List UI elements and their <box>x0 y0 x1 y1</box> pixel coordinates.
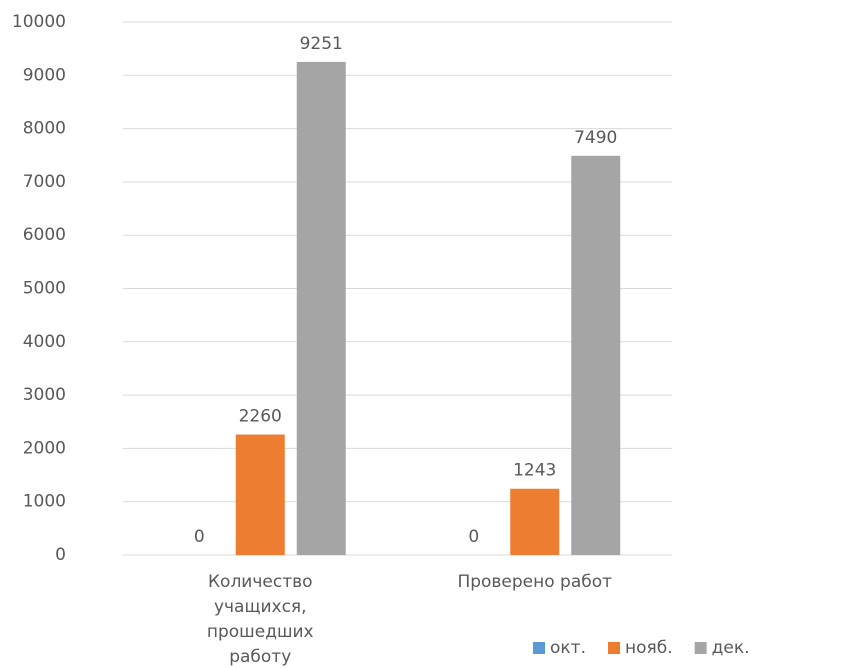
y-tick-label: 9000 <box>23 65 66 85</box>
y-tick-label: 4000 <box>23 332 66 352</box>
data-label: 7490 <box>574 128 617 148</box>
y-tick-label: 1000 <box>23 492 66 512</box>
bar <box>571 155 621 555</box>
bar <box>235 434 285 555</box>
data-label: 9251 <box>300 34 343 54</box>
y-tick-label: 10000 <box>12 12 66 32</box>
y-tick-label: 0 <box>55 545 66 565</box>
y-tick-label: 5000 <box>23 279 66 299</box>
x-tick-label: Проверено работ <box>457 572 612 592</box>
data-label: 0 <box>468 527 479 547</box>
y-tick-label: 3000 <box>23 385 66 405</box>
y-tick-label: 7000 <box>23 172 66 192</box>
data-label: 1243 <box>513 461 556 481</box>
legend-swatch <box>533 642 545 654</box>
x-tick-label: Количество учащихся, прошедших работу <box>207 572 314 667</box>
data-label: 0 <box>194 527 205 547</box>
bar <box>296 61 346 556</box>
legend-label: дек. <box>712 638 750 658</box>
y-tick-label: 8000 <box>23 119 66 139</box>
legend-label: нояб. <box>625 638 673 658</box>
bar <box>510 488 560 555</box>
legend-label: окт. <box>550 638 586 658</box>
data-label: 2260 <box>239 407 282 427</box>
y-tick-label: 2000 <box>23 438 66 458</box>
y-tick-label: 6000 <box>23 225 66 245</box>
legend-swatch <box>607 642 620 654</box>
legend-swatch <box>694 642 707 654</box>
